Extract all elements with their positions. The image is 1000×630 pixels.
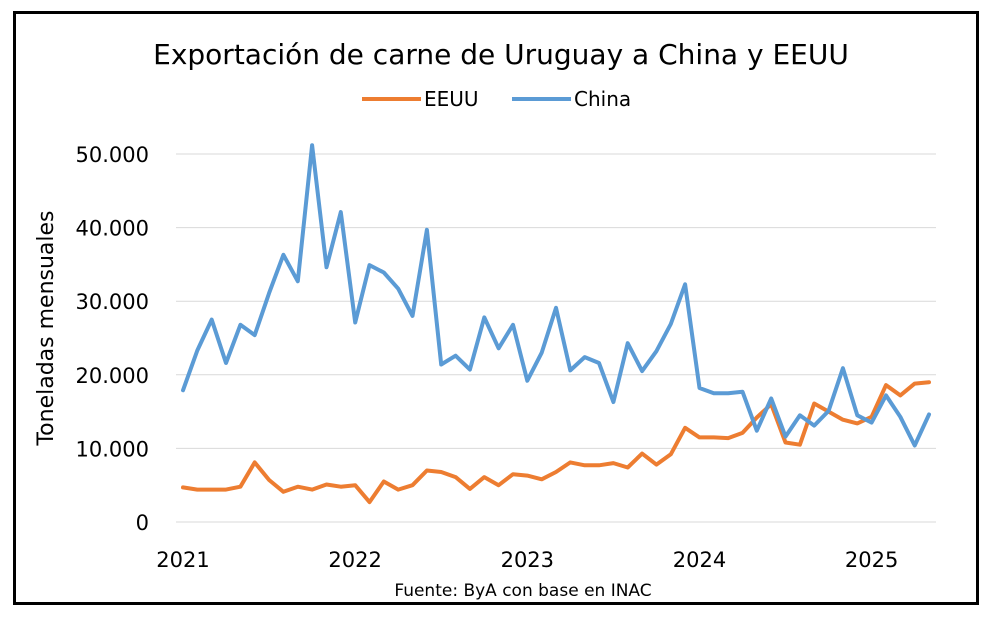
y-tick-label: 0	[136, 511, 149, 535]
y-tick-label: 30.000	[76, 290, 149, 314]
y-tick-label: 40.000	[76, 217, 149, 241]
y-tick-label: 10.000	[76, 437, 149, 461]
y-axis-label: Toneladas mensuales	[34, 210, 59, 446]
gridlines	[176, 153, 936, 523]
series-line-china	[181, 143, 931, 448]
x-tick-label: 2025	[845, 548, 898, 572]
y-axis-ticks: 0 10.000 20.000 30.000 40.000 50.000	[76, 143, 149, 535]
x-axis-ticks: 2021 2022 2023 2024 2025	[156, 548, 898, 572]
x-tick-label: 2022	[328, 548, 381, 572]
series-line-eeuu	[181, 380, 931, 505]
chart-frame: Exportación de carne de Uruguay a China …	[13, 11, 979, 605]
legend: EEUU China	[362, 87, 631, 111]
y-tick-label: 20.000	[76, 364, 149, 388]
source-note: Fuente: ByA con base en INAC	[394, 581, 651, 601]
chart-title: Exportación de carne de Uruguay a China …	[153, 38, 849, 71]
y-tick-label: 50.000	[76, 143, 149, 167]
legend-label-china: China	[574, 87, 631, 111]
series-lines	[181, 143, 931, 505]
legend-label-eeuu: EEUU	[424, 87, 479, 111]
x-tick-label: 2023	[501, 548, 554, 572]
line-chart: Exportación de carne de Uruguay a China …	[34, 38, 936, 601]
x-tick-label: 2021	[156, 548, 209, 572]
x-tick-label: 2024	[673, 548, 726, 572]
